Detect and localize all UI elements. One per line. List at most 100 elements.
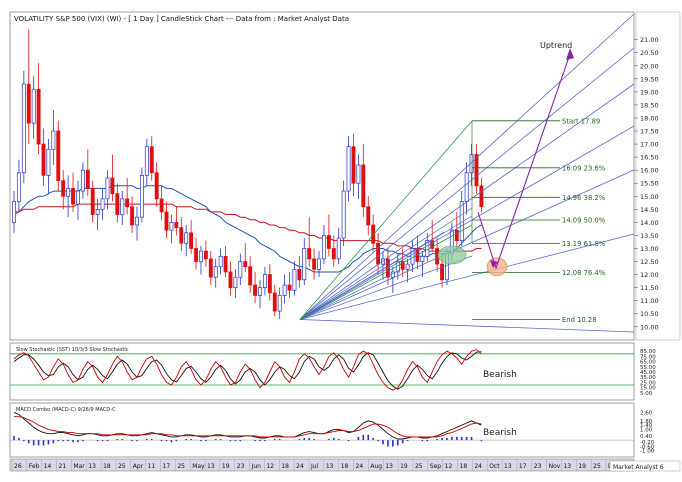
candle-body (130, 206, 135, 226)
stoch-tick-label: 35.00 (640, 375, 656, 381)
stoch-tick-label: 55.00 (640, 365, 656, 371)
macd-tick-label: -1.00 (640, 449, 655, 455)
fan-line (299, 319, 635, 333)
time-tick-label: Jul (310, 463, 319, 470)
price-axis (635, 11, 681, 341)
fib-level-label: 14.09 50.0% (562, 217, 606, 225)
fan-line (299, 233, 635, 320)
candle-body (258, 287, 262, 296)
candle-body (346, 146, 351, 192)
time-tick-label: 24 (474, 463, 482, 470)
fib-level-label: 13.19 61.8% (562, 240, 606, 248)
time-tick-label: 12 (266, 463, 274, 470)
time-tick-label: 18 (460, 463, 468, 470)
candle-body (125, 198, 130, 208)
candle-body (46, 148, 51, 176)
time-tick-label: 13 (207, 463, 215, 470)
price-tick-label: 14.50 (640, 206, 659, 214)
fan-guide-line (299, 269, 401, 320)
candle-body (331, 248, 336, 260)
watermark: Market Analyst 6 (613, 464, 664, 471)
time-tick-label: 19 (578, 463, 586, 470)
time-tick-label: 19 (400, 463, 408, 470)
price-tick-label: 19.50 (640, 75, 659, 83)
down-arrowhead (490, 260, 498, 268)
time-tick-label: 21 (59, 463, 67, 470)
fan-line (299, 125, 635, 320)
stoch-tick-label: 15.00 (640, 386, 656, 392)
candle-body (26, 83, 31, 124)
candle-body (80, 169, 85, 192)
time-tick-label: Apr (133, 463, 144, 470)
price-tick-label: 12.50 (640, 258, 659, 266)
time-tick-label: 25 (118, 463, 126, 470)
candle-body (164, 211, 169, 231)
time-tick-label: Sep (430, 463, 442, 470)
candle-body (179, 227, 184, 244)
candle-body (36, 88, 41, 145)
price-tick-label: 11.50 (640, 284, 659, 292)
support-highlight (437, 245, 467, 265)
candle-body (159, 198, 164, 213)
time-tick-label: 25 (415, 463, 423, 470)
time-tick-label: 18 (281, 463, 289, 470)
candle-body (381, 258, 385, 265)
candle-body (292, 269, 297, 291)
time-tick-label: May (192, 463, 205, 470)
candle-body (253, 284, 258, 296)
time-tick-label: Nov (549, 463, 561, 470)
time-tick-label: Mar (73, 463, 85, 470)
candle-body (312, 258, 317, 270)
candle-body (105, 177, 110, 200)
candle-body (351, 146, 356, 184)
uptrend-arrowhead (566, 48, 574, 60)
stoch-tick-label: 65.00 (640, 360, 656, 366)
time-tick-label: 13 (88, 463, 96, 470)
candle-body (120, 198, 125, 215)
fan-line (299, 47, 635, 320)
candle-body (218, 255, 223, 268)
price-tick-label: 11.00 (640, 297, 659, 305)
candle-body (479, 185, 484, 208)
price-tick-label: 15.50 (640, 180, 659, 188)
fan-line (299, 83, 635, 320)
candle-body (223, 255, 228, 273)
candle-body (213, 266, 218, 278)
candle-body (336, 237, 341, 260)
candle-body (90, 188, 95, 215)
macd-panel (9, 402, 635, 458)
candle-body (430, 240, 435, 249)
candle-body (356, 164, 361, 184)
candle-body (464, 172, 469, 202)
price-tick-label: 18.00 (640, 114, 659, 122)
time-tick-label: Oct (489, 463, 500, 470)
candle-body (189, 232, 194, 249)
candle-body (203, 250, 208, 260)
time-tick-label: 25 (177, 463, 185, 470)
time-tick-label: 23 (534, 463, 542, 470)
price-tick-label: 17.50 (640, 128, 659, 136)
candle-body (376, 242, 381, 265)
macd-tick-label: -0.20 (640, 440, 655, 446)
time-tick-label: 17 (519, 463, 527, 470)
price-tick-label: 18.50 (640, 101, 659, 109)
price-tick-label: 16.50 (640, 154, 659, 162)
stoch-tick-label: 45.00 (640, 370, 656, 376)
fan-guide-line (299, 215, 473, 320)
time-tick-label: 25 (593, 463, 601, 470)
stoch-panel (9, 342, 635, 401)
price-tick-label: 15.00 (640, 193, 659, 201)
time-tick-label: 13 (385, 463, 393, 470)
candle-body (95, 208, 100, 215)
candle-body (277, 295, 282, 312)
candle-body (100, 198, 105, 210)
stoch-panel-title: Slow Stochastic (SST) 10/3/3 Slow Stocha… (16, 347, 129, 353)
stoch-tick-label: 75.00 (640, 354, 656, 360)
candle-body (85, 169, 90, 189)
candle-body (51, 130, 56, 150)
stoch-bearish-label: Bearish (483, 370, 517, 380)
candle-body (21, 83, 26, 174)
candle-body (154, 172, 159, 200)
candle-body (366, 206, 371, 226)
